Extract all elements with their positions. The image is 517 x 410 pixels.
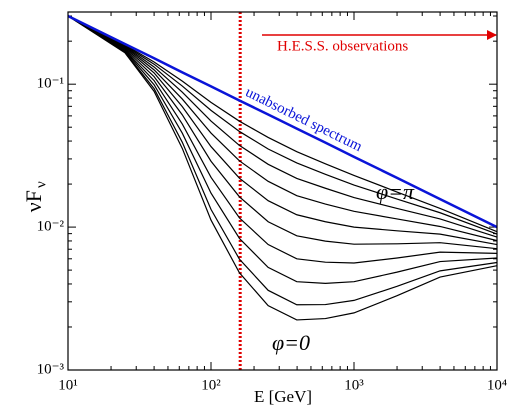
unabsorbed-line	[67, 14, 498, 229]
y-axis-label-group: νF ν	[21, 181, 49, 212]
absorbed-line	[67, 15, 498, 321]
hess-label: H.E.S.S. observations	[277, 38, 408, 54]
absorbed-line	[67, 15, 498, 235]
x-axis-label: E [GeV]	[254, 387, 312, 406]
y-tick-label: 10⁻¹	[37, 76, 64, 92]
plot-frame	[67, 11, 498, 371]
absorbed-line	[67, 15, 498, 233]
x-tick-label: 10⁴	[487, 377, 507, 393]
absorbed-line	[67, 15, 498, 238]
x-tick-label: 10³	[344, 377, 364, 393]
y-tick-label: 10⁻³	[37, 361, 65, 377]
y-axis-label-sub: ν	[33, 181, 49, 188]
absorbed-line	[67, 15, 498, 250]
y-axis-label: νF	[21, 190, 46, 212]
x-tick-label: 10¹	[58, 377, 78, 393]
absorbed-line	[67, 15, 498, 306]
absorbed-line	[67, 15, 498, 264]
phi-zero-label: φ=0	[272, 330, 310, 355]
x-tick-label: 10²	[201, 377, 221, 393]
y-tick-label: 10⁻²	[37, 219, 65, 235]
absorbed-line	[67, 15, 498, 246]
absorbed-line	[67, 15, 498, 242]
absorbed-line	[67, 15, 498, 284]
